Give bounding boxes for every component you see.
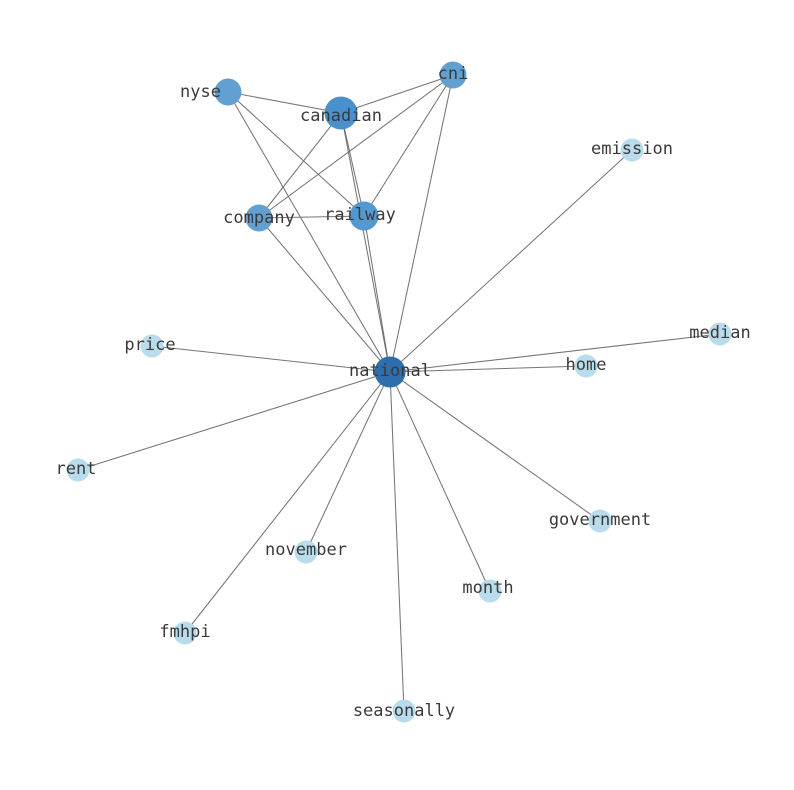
graph-edge — [389, 371, 491, 592]
graph-edge — [363, 215, 391, 373]
graph-edge — [389, 333, 721, 373]
labels-layer: nyse canadian cni company railway national emi… — [56, 64, 751, 721]
graph-edge — [340, 112, 365, 217]
graph-edge — [340, 112, 391, 373]
graph-edge — [227, 91, 342, 114]
graph-node-label-fmhpi: fmhpi — [159, 622, 210, 642]
graph-node-november[interactable] — [294, 540, 318, 564]
graph-node-national[interactable] — [374, 356, 406, 388]
graph-node-label-price: price — [124, 335, 175, 355]
graph-edge — [77, 371, 391, 471]
graph-node-label-emission: emission — [591, 139, 673, 159]
graph-node-label-month: month — [462, 578, 513, 598]
graph-edge — [305, 371, 391, 553]
graph-node-seasonally[interactable] — [392, 699, 416, 723]
graph-node-label-national: national — [349, 361, 431, 381]
graph-node-label-government: government — [549, 510, 651, 530]
graph-node-government[interactable] — [588, 509, 612, 533]
graph-edge — [389, 371, 601, 522]
graph-node-label-seasonally: seasonally — [353, 701, 455, 721]
graph-node-home[interactable] — [574, 354, 598, 378]
graph-edge — [258, 74, 454, 219]
graph-node-fmhpi[interactable] — [173, 621, 197, 645]
graph-node-nyse[interactable] — [214, 78, 242, 106]
graph-edge — [389, 365, 587, 373]
graph-node-label-nyse: nyse — [180, 82, 221, 102]
graph-edge — [389, 74, 454, 373]
graph-node-price[interactable] — [140, 334, 164, 358]
graph-node-emission[interactable] — [620, 138, 644, 162]
graph-edge — [227, 91, 365, 217]
graph-node-company[interactable] — [245, 204, 273, 232]
edges-layer — [77, 74, 721, 712]
graph-edge — [184, 371, 391, 634]
graph-node-canadian[interactable] — [324, 96, 358, 130]
graph-node-median[interactable] — [708, 322, 732, 346]
graph-node-label-cni: cni — [438, 64, 469, 84]
graph-node-label-rent: rent — [56, 459, 97, 479]
graph-edge — [258, 112, 342, 219]
graph-node-label-home: home — [566, 355, 607, 375]
graph-edge — [340, 74, 454, 114]
graph-edge — [258, 215, 365, 219]
nodes-layer — [66, 61, 732, 723]
graph-node-rent[interactable] — [66, 458, 90, 482]
graph-edge — [258, 217, 391, 373]
graph-edge — [363, 74, 454, 217]
graph-edge — [389, 371, 405, 712]
graph-edge — [389, 149, 633, 373]
graph-node-month[interactable] — [478, 579, 502, 603]
graph-node-cni[interactable] — [439, 61, 467, 89]
graph-node-label-company: company — [223, 208, 295, 228]
graph-node-label-railway: railway — [324, 205, 396, 225]
graph-node-label-canadian: canadian — [300, 106, 382, 126]
graph-node-label-median: median — [689, 323, 750, 343]
graph-node-label-november: november — [265, 540, 347, 560]
graph-edge — [151, 345, 391, 373]
graph-edge — [227, 91, 391, 373]
graph-node-railway[interactable] — [349, 201, 379, 231]
